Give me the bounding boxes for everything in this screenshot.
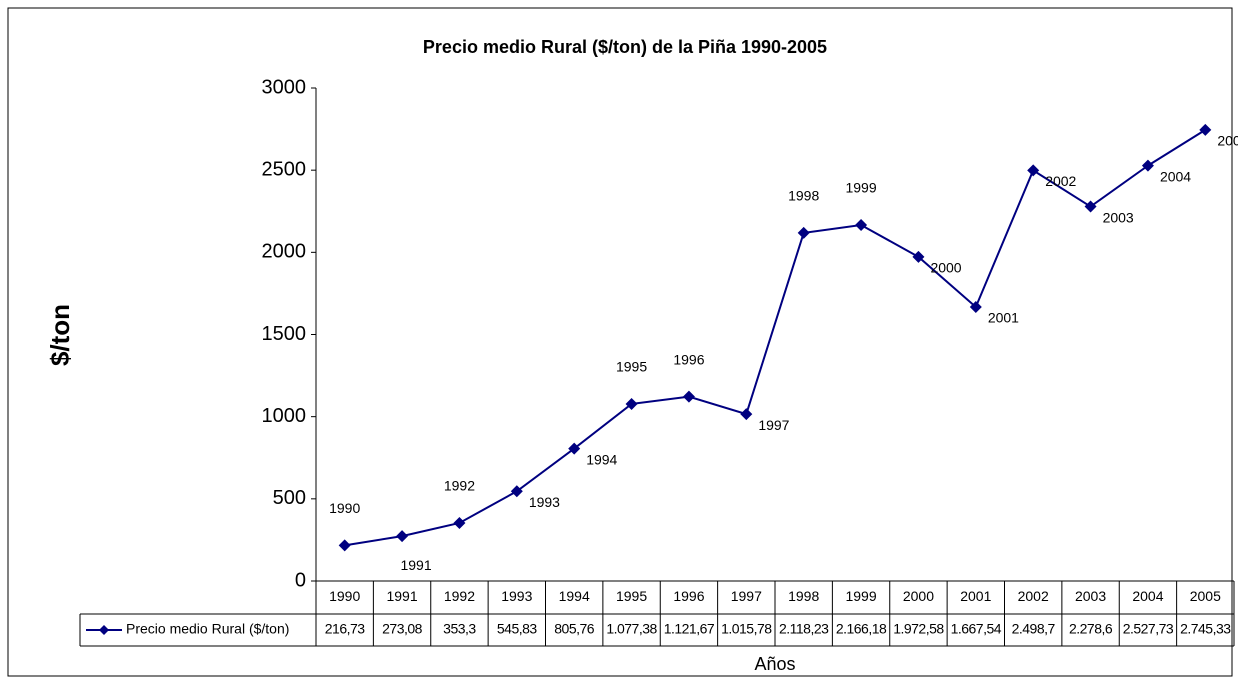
table-value: 1.077,38: [606, 621, 657, 637]
table-value: 2.527,73: [1123, 621, 1174, 637]
x-axis-label: Años: [754, 654, 795, 674]
x-tick-label: 2000: [903, 588, 934, 604]
table-value: 273,08: [382, 621, 423, 637]
point-label: 1998: [788, 188, 819, 204]
point-label: 1994: [586, 451, 617, 467]
table-value: 2.166,18: [836, 621, 887, 637]
chart-title: Precio medio Rural ($/ton) de la Piña 19…: [423, 37, 827, 57]
y-tick-label: 3000: [262, 76, 307, 98]
point-label: 2000: [930, 260, 961, 276]
point-label: 1990: [329, 500, 360, 516]
data-point: [740, 408, 753, 421]
data-point: [969, 300, 982, 313]
data-point: [1027, 164, 1040, 177]
table-value: 545,83: [497, 621, 538, 637]
x-tick-label: 2003: [1075, 588, 1106, 604]
point-label: 1995: [616, 359, 647, 375]
point-label: 2001: [988, 310, 1019, 326]
table-value: 2.118,23: [779, 621, 829, 637]
legend-marker: [99, 625, 109, 635]
table-value: 2.498,7: [1012, 621, 1056, 637]
point-label: 1996: [673, 351, 704, 367]
y-tick-label: 0: [295, 569, 306, 591]
data-point: [797, 226, 810, 239]
series-line: [344, 129, 1206, 547]
data-point: [453, 516, 466, 529]
table-value: 1.121,67: [664, 621, 715, 637]
x-tick-label: 1994: [559, 588, 590, 604]
x-tick-label: 1993: [501, 588, 532, 604]
y-tick-label: 2500: [262, 158, 307, 180]
x-tick-label: 1991: [386, 588, 417, 604]
chart-border: [7, 7, 1233, 677]
data-point: [510, 485, 523, 498]
x-tick-label: 2001: [960, 588, 991, 604]
x-tick-label: 2004: [1132, 588, 1163, 604]
x-tick-label: 2002: [1018, 588, 1049, 604]
x-tick-label: 1999: [845, 588, 876, 604]
y-tick-label: 500: [273, 487, 306, 509]
x-tick-label: 1997: [731, 588, 762, 604]
data-point: [568, 442, 581, 455]
data-point: [1141, 159, 1154, 172]
data-point: [1084, 200, 1097, 213]
data-point: [396, 530, 409, 543]
point-label: 1993: [529, 494, 560, 510]
data-point: [855, 219, 868, 232]
point-label: 1997: [758, 417, 789, 433]
data-point: [625, 397, 638, 410]
point-label: 2004: [1160, 168, 1191, 184]
point-label: 2002: [1045, 173, 1076, 189]
y-tick-label: 1000: [262, 405, 307, 427]
y-tick-label: 1500: [262, 323, 307, 345]
table-value: 805,76: [554, 621, 595, 637]
table-value: 2.745,33: [1180, 621, 1231, 637]
x-tick-label: 1990: [329, 588, 360, 604]
x-tick-label: 2005: [1190, 588, 1221, 604]
legend-label: Precio medio Rural ($/ton): [126, 621, 289, 637]
point-label: 1992: [444, 478, 475, 494]
data-point: [1199, 123, 1212, 136]
table-value: 1.015,78: [721, 621, 772, 637]
table-value: 2.278,6: [1069, 621, 1113, 637]
data-point: [912, 250, 925, 263]
table-value: 353,3: [443, 621, 476, 637]
x-tick-label: 1998: [788, 588, 819, 604]
data-point: [338, 539, 351, 552]
x-tick-label: 1995: [616, 588, 647, 604]
table-value: 1.667,54: [951, 621, 1002, 637]
data-point: [682, 390, 695, 403]
y-axis-label: $/ton: [45, 304, 75, 366]
table-value: 216,73: [325, 621, 366, 637]
table-value: 1.972,58: [893, 621, 944, 637]
y-tick-label: 2000: [262, 241, 307, 263]
point-label: 1999: [845, 180, 876, 196]
point-label: 1991: [400, 557, 431, 573]
x-tick-label: 1992: [444, 588, 475, 604]
x-tick-label: 1996: [673, 588, 704, 604]
point-label: 2005: [1217, 133, 1238, 149]
point-label: 2003: [1103, 209, 1134, 225]
